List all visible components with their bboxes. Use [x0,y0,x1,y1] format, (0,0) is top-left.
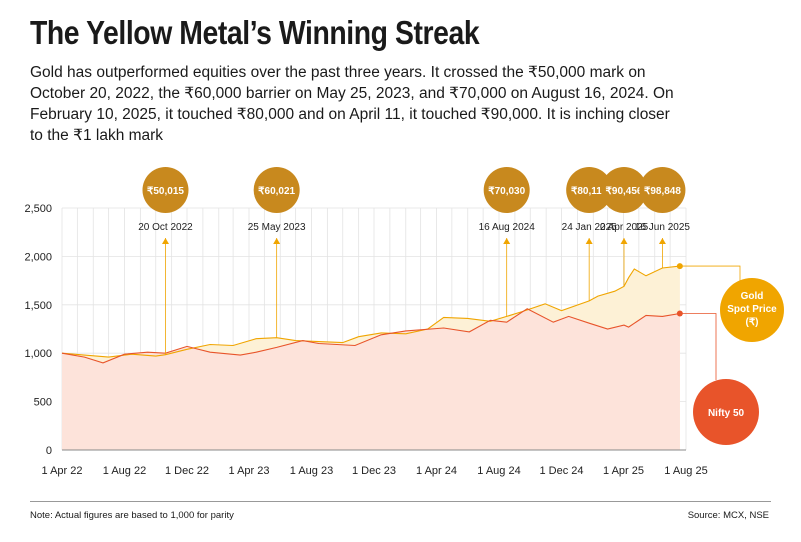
annotation-date: 20 Oct 2022 [138,222,193,233]
price-bubble-label: ₹50,015 [147,186,184,197]
x-tick-label: 1 Apr 24 [416,465,457,477]
annotation-date: 16 Jun 2025 [635,222,690,233]
footer-divider [30,501,771,502]
price-bubble-label: ₹60,021 [258,186,295,197]
x-tick-label: 1 Apr 25 [603,465,644,477]
price-bubble [483,167,530,213]
chart-title: The Yellow Metal’s Winning Streak [30,14,480,51]
x-tick-label: 1 Aug 24 [477,465,520,477]
price-bubble-label: ₹98,848 [644,186,681,197]
price-bubble [639,167,686,213]
annotation-arrow [585,238,593,244]
price-bubble-label: ₹90,456 [606,186,643,197]
legend: Gold Spot Price (₹) Nifty 50 [676,263,784,445]
y-tick-label: 500 [34,397,52,409]
source-note: Source: MCX, NSE [687,510,769,521]
annotation-arrow [161,238,169,244]
y-tick-label: 2,500 [24,203,52,215]
price-bubble-label: ₹80,114 [571,186,608,197]
x-tick-label: 1 Apr 23 [229,465,270,477]
gold-line [61,265,680,358]
price-bubble [601,167,648,213]
series-lines [61,265,680,364]
annotation-arrow [620,238,628,244]
annotations: 20 Oct 2022 ₹50,015 25 May 2023 ₹60,021 16 A… [138,167,690,355]
price-bubble [253,167,300,213]
annotation-date: 25 May 2023 [248,222,306,233]
annotation-arrow [273,238,281,244]
annotation-date: 2 Apr 2025 [600,222,649,233]
annotation-arrow [503,238,511,244]
price-bubble [566,167,613,213]
x-tick-label: 1 Apr 22 [42,465,83,477]
footnote: Note: Actual figures are based to 1,000 … [30,510,234,521]
x-tick-label: 1 Aug 23 [290,465,333,477]
nifty-legend-bubble [693,379,759,445]
y-tick-label: 2,000 [24,251,52,263]
x-tick-label: 1 Aug 25 [664,465,707,477]
x-tick-label: 1 Dec 24 [539,465,583,477]
gold-legend-connector [679,265,741,285]
gold-legend-label: Gold [741,291,764,302]
y-tick-label: 0 [46,445,52,457]
y-tick-label: 1,000 [24,348,52,360]
nifty-area [62,308,680,450]
chart-subtitle: Gold has outperformed equities over the … [30,64,674,144]
x-tick-label: 1 Dec 23 [352,465,396,477]
axes: 0 500 1,000 1,500 2,000 2,500 1 Apr 22 1 Aug 22… [24,203,707,477]
series-areas [62,266,680,450]
y-tick-label: 1,500 [24,300,52,312]
gold-legend-bubble [720,278,784,342]
price-bubble-label: ₹70,030 [488,186,525,197]
annotation-date: 16 Aug 2024 [479,222,536,233]
nifty-line [61,308,680,364]
price-bubble [142,167,189,213]
nifty-legend-label: Nifty 50 [708,408,745,419]
gold-legend-label: Spot Price [727,304,777,315]
nifty-legend-connector [679,313,717,380]
gold-legend-label: (₹) [745,317,758,328]
annotation-arrow [658,238,666,244]
annotation-date: 24 Jan 2025 [562,222,617,233]
x-tick-label: 1 Dec 22 [165,465,209,477]
x-tick-label: 1 Aug 22 [103,465,146,477]
